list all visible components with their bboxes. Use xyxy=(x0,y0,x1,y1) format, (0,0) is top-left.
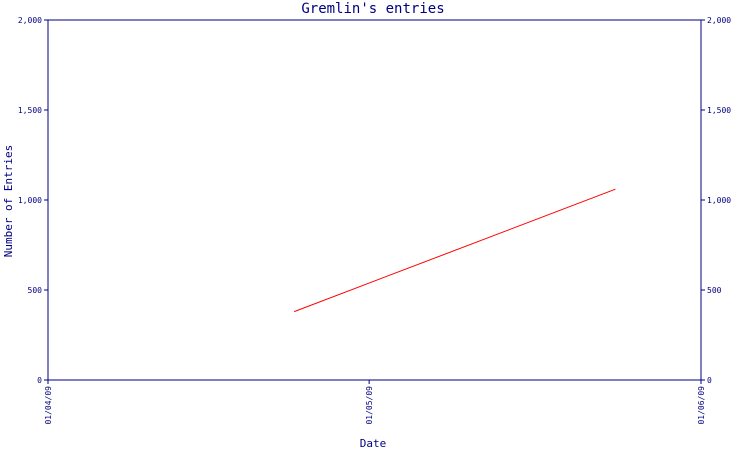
y-tick-label-left: 500 xyxy=(28,286,43,295)
y-tick-label-right: 2,000 xyxy=(707,16,731,25)
y-tick-label-left: 2,000 xyxy=(18,16,42,25)
y-tick-label-left: 1,000 xyxy=(18,196,42,205)
x-axis-label: Date xyxy=(360,437,387,450)
chart-title: Gremlin's entries xyxy=(301,1,444,17)
y-axis-label: Number of Entries xyxy=(2,145,15,258)
y-axis-right: 0 500 1,000 1,500 2,000 xyxy=(701,16,731,385)
x-tick-label: 01/06/09 xyxy=(697,386,706,425)
y-tick-label-right: 500 xyxy=(707,286,722,295)
x-tick-label: 01/05/09 xyxy=(365,386,374,425)
x-axis: 01/04/09 01/05/09 01/06/09 xyxy=(44,380,706,425)
plot-frame xyxy=(47,19,702,381)
y-tick-label-left: 1,500 xyxy=(18,106,42,115)
series-line xyxy=(294,188,616,313)
series-layer xyxy=(294,188,616,313)
y-tick-label-right: 1,500 xyxy=(707,106,731,115)
y-tick-label-left: 0 xyxy=(37,376,42,385)
y-axis-left: 0 500 1,000 1,500 2,000 xyxy=(18,16,48,385)
x-tick-label: 01/04/09 xyxy=(44,386,53,425)
y-tick-label-right: 1,000 xyxy=(707,196,731,205)
y-tick-label-right: 0 xyxy=(707,376,712,385)
